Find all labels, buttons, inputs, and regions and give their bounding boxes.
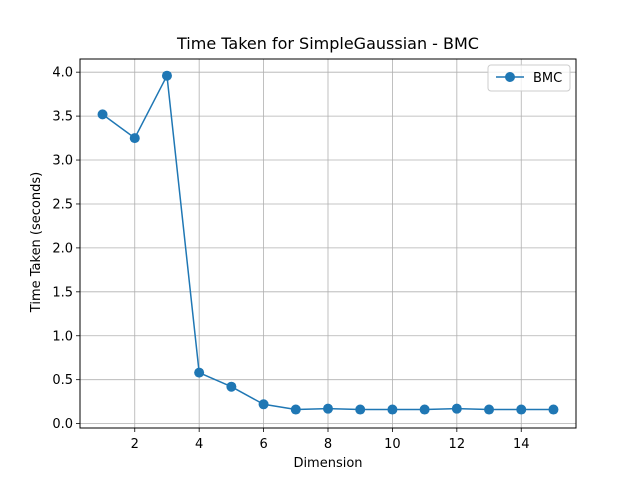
y-axis-ticks: 0.0 0.5 1.0 1.5 2.0 2.5 3.0 3.5 4.0 [52,66,80,432]
data-point [387,404,398,415]
legend-box [487,64,571,92]
x-tick-label: 14 [513,437,530,452]
y-tick-label: 1.0 [52,329,73,344]
series-layer [97,70,559,415]
data-point [161,70,172,81]
legend-label: BMC [533,71,562,86]
y-tick-label: 2.0 [52,241,73,256]
data-point [516,404,527,415]
legend-marker-icon [505,72,515,82]
data-point [226,381,237,392]
y-tick-label: 2.5 [52,197,73,212]
data-point [419,404,430,415]
y-tick-label: 1.5 [52,285,73,300]
data-point [355,404,366,415]
data-point [129,133,140,144]
data-point [97,109,108,120]
x-tick-label: 6 [259,437,267,452]
y-axis-label: Time Taken (seconds) [29,172,44,313]
y-tick-label: 4.0 [52,66,73,81]
x-axis-label: Dimension [293,456,362,471]
x-tick-label: 12 [449,437,466,452]
data-point [323,403,333,414]
data-point [451,403,462,414]
x-axis-ticks: 2 4 6 8 10 12 14 [131,428,530,452]
y-tick-label: 0.5 [52,373,73,388]
grid-lines [80,59,576,428]
data-point [548,404,559,415]
x-tick-label: 10 [384,437,401,452]
data-point [258,399,269,410]
y-tick-label: 3.0 [52,154,73,169]
y-tick-label: 0.0 [52,417,73,432]
data-point [290,404,301,415]
x-tick-label: 8 [324,437,332,452]
data-point [484,404,495,415]
x-tick-label: 4 [195,437,203,452]
legend: BMC [487,64,571,92]
y-tick-label: 3.5 [52,110,73,125]
data-point [194,367,205,378]
chart-title: Time Taken for SimpleGaussian - BMC [176,34,479,53]
x-tick-label: 2 [131,437,139,452]
